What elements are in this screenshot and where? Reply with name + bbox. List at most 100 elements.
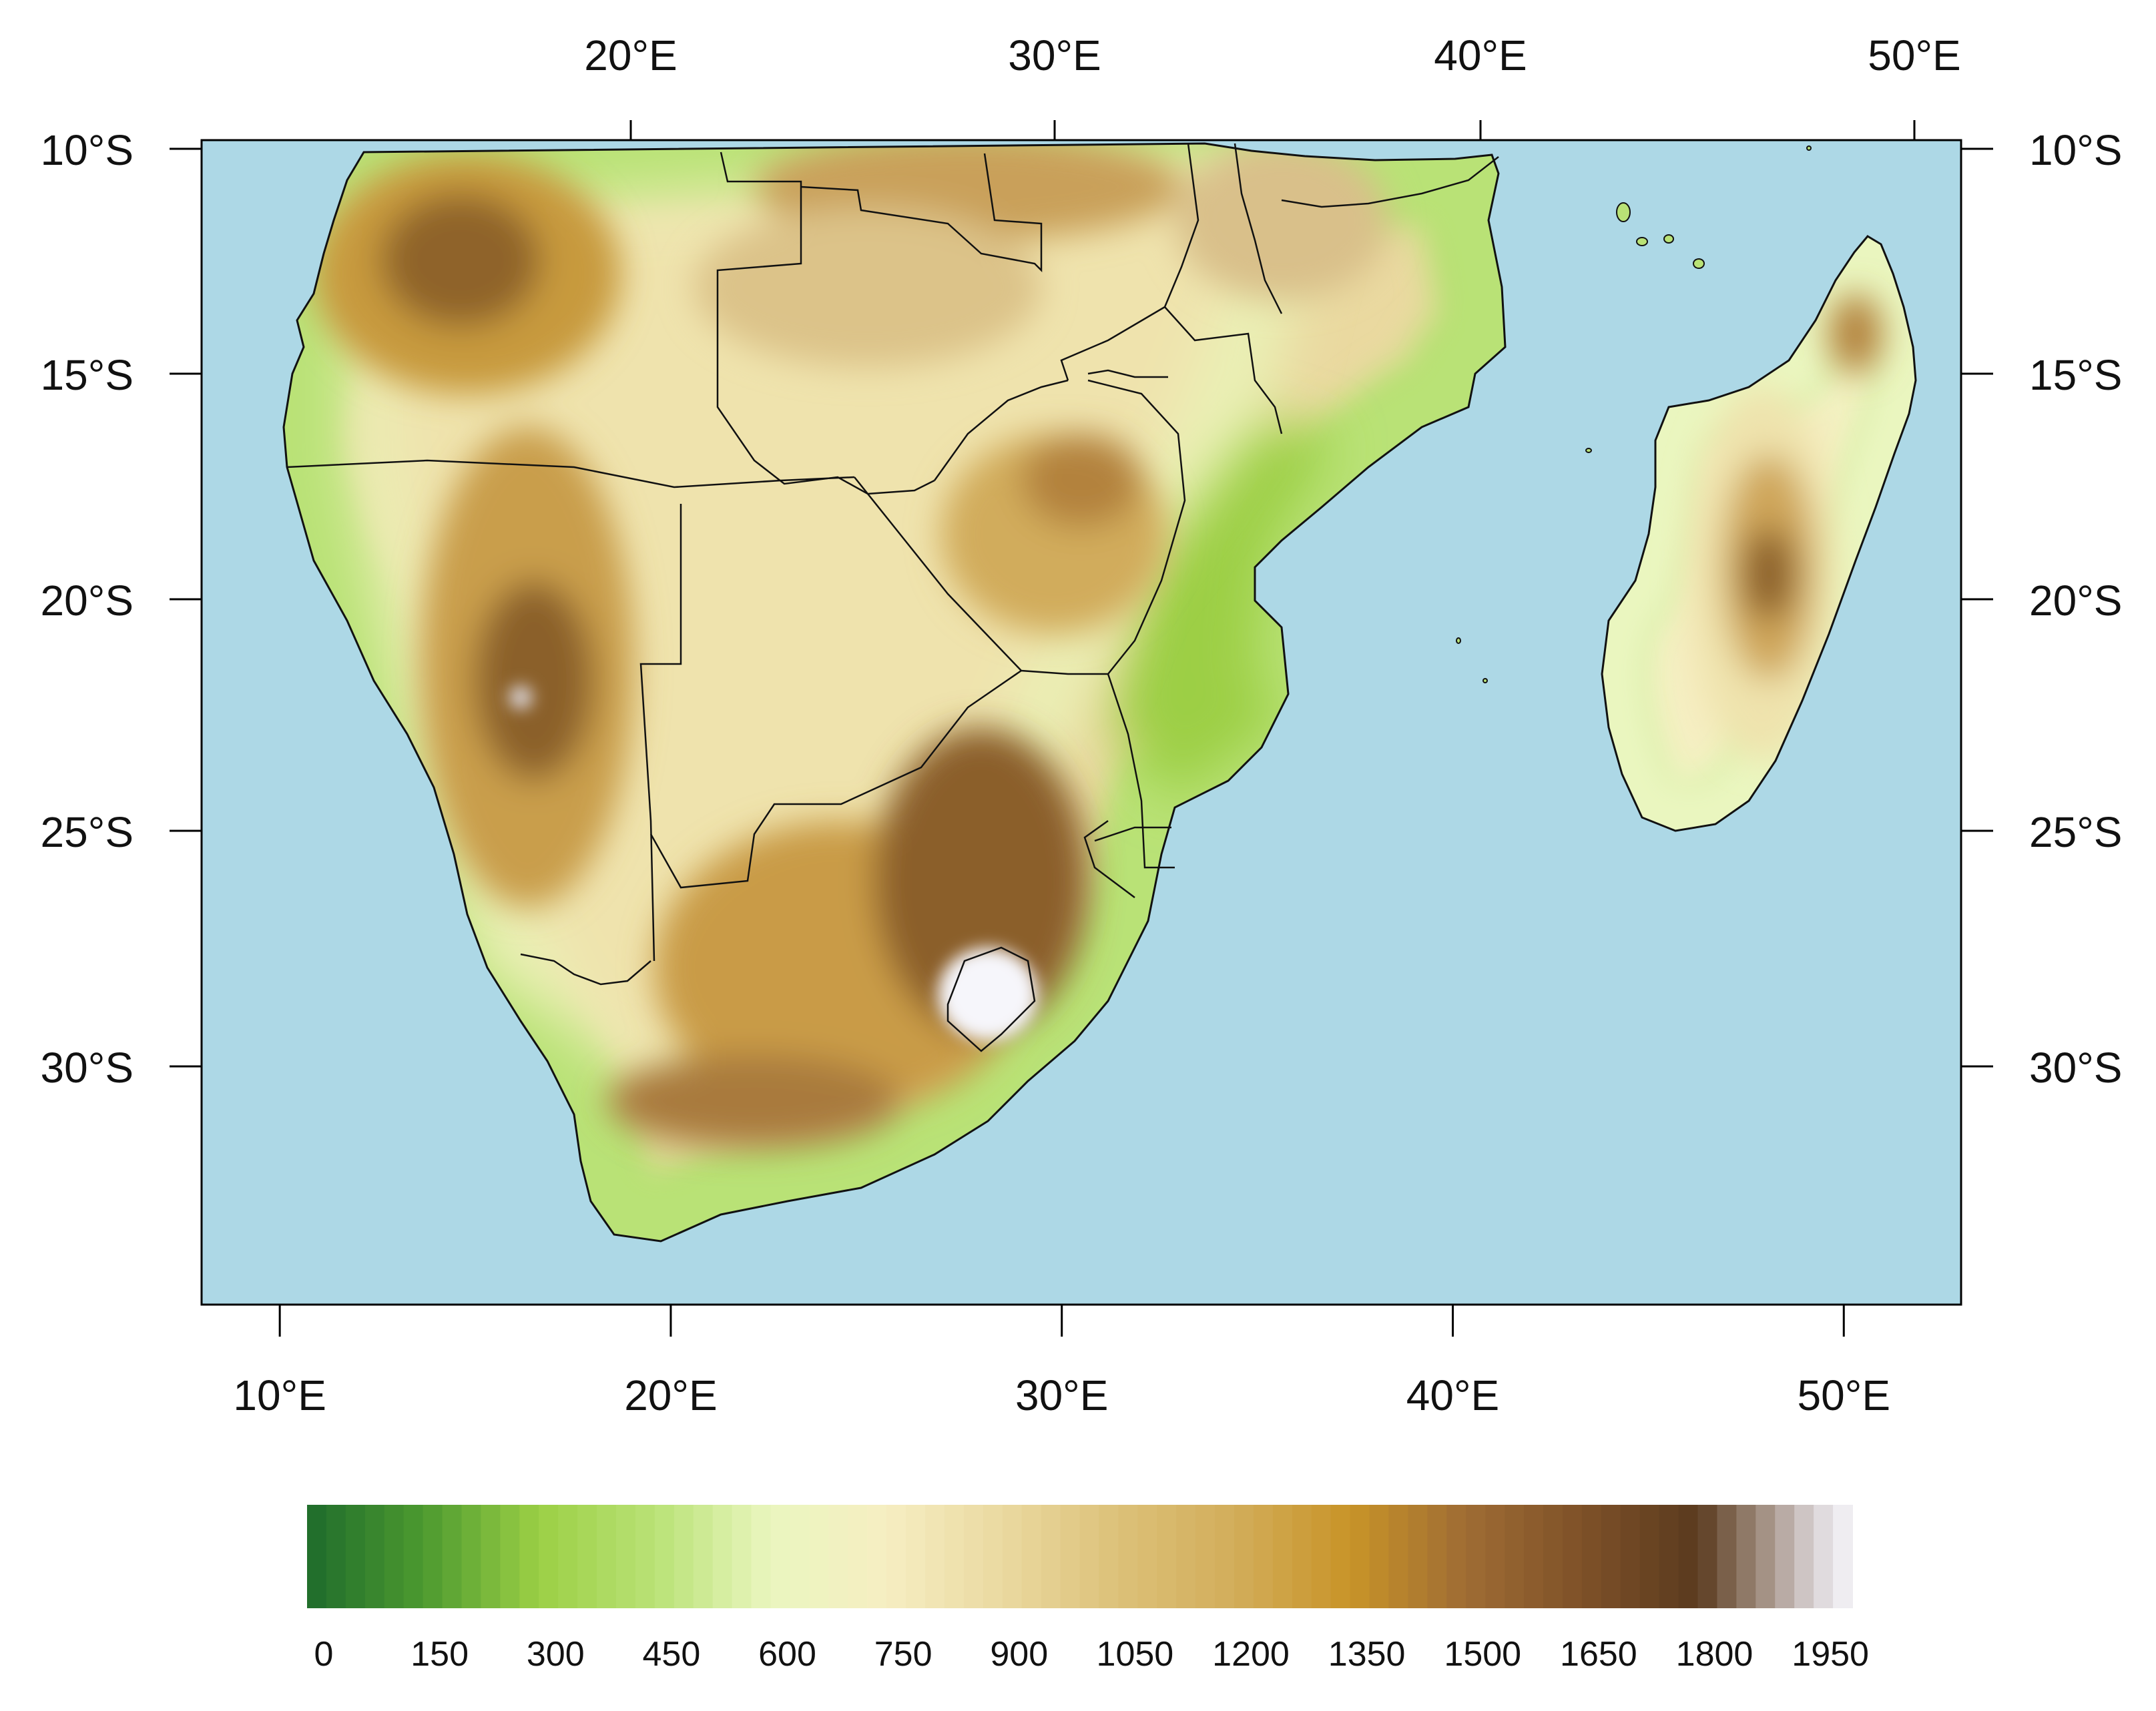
top-lon-tick-label: 40°E (1434, 31, 1527, 79)
colorbar-swatch (1678, 1505, 1699, 1608)
colorbar-swatch (867, 1505, 888, 1608)
colorbar-swatch (539, 1505, 559, 1608)
colorbar-swatch (732, 1505, 752, 1608)
island (1636, 237, 1648, 246)
colorbar-tick-label: 1050 (1097, 1635, 1174, 1674)
right-lat-tick-label: 10°S (2029, 126, 2122, 174)
colorbar-swatch (1195, 1505, 1216, 1608)
country-border (1087, 379, 1186, 675)
colorbar-swatch (1350, 1505, 1370, 1608)
colorbar-swatch (326, 1505, 346, 1608)
colorbar-swatch (712, 1505, 733, 1608)
colorbar-swatch (1157, 1505, 1177, 1608)
colorbar-swatch (1620, 1505, 1641, 1608)
country-border (649, 669, 1022, 889)
country-border (1083, 819, 1135, 898)
colorbar-swatch (1446, 1505, 1467, 1608)
colorbar-swatch (1369, 1505, 1390, 1608)
left-lat-tick-label: 25°S (41, 808, 133, 856)
colorbar-tick-label: 1650 (1560, 1635, 1637, 1674)
bottom-longitude-axis: 10°E 20°E 30°E 40°E 50°E (233, 1305, 1890, 1419)
colorbar-tick-label: 900 (990, 1635, 1048, 1674)
bottom-lon-tick-label: 40°E (1406, 1371, 1499, 1419)
colorbar-swatch (1581, 1505, 1602, 1608)
colorbar-swatch (1388, 1505, 1409, 1608)
top-longitude-axis: 20°E 30°E 40°E 50°E (584, 31, 1961, 140)
colorbar-swatch (481, 1505, 501, 1608)
left-latitude-axis: 10°S 15°S 20°S 25°S 30°S (41, 126, 202, 1092)
colorbar-swatch (519, 1505, 540, 1608)
top-lon-tick-label: 30°E (1008, 31, 1101, 79)
colorbar-swatch (500, 1505, 521, 1608)
colorbar-swatch (1505, 1505, 1525, 1608)
colorbar-swatch (1639, 1505, 1660, 1608)
colorbar-tick-label: 1350 (1328, 1635, 1406, 1674)
colorbar-swatch (1311, 1505, 1332, 1608)
colorbar-swatch (1524, 1505, 1544, 1608)
colorbar-swatch (345, 1505, 366, 1608)
colorbar-tick-label: 1500 (1444, 1635, 1521, 1674)
colorbar-swatch (1079, 1505, 1100, 1608)
colorbar-swatch (1330, 1505, 1351, 1608)
colorbar-swatch (751, 1505, 772, 1608)
colorbar-swatch (384, 1505, 405, 1608)
colorbar-swatch (1253, 1505, 1274, 1608)
colorbar-tick-label: 0 (314, 1635, 334, 1674)
right-lat-tick-label: 15°S (2029, 351, 2122, 399)
right-lat-tick-label: 20°S (2029, 577, 2122, 625)
colorbar-tick-label: 1200 (1212, 1635, 1290, 1674)
colorbar-swatch (654, 1505, 675, 1608)
colorbar-swatch (616, 1505, 636, 1608)
highland-tanzania (1175, 143, 1388, 300)
colorbar-swatch (1485, 1505, 1506, 1608)
colorbar-swatch (944, 1505, 965, 1608)
country-border (1087, 369, 1168, 378)
left-lat-tick-label: 15°S (41, 351, 133, 399)
colorbar-swatch (963, 1505, 984, 1608)
colorbar-swatch (1234, 1505, 1254, 1608)
colorbar-swatch (770, 1505, 791, 1608)
country-border (716, 151, 935, 495)
country-border (1163, 143, 1283, 434)
country-border (1281, 156, 1499, 208)
colorbar-tick-label: 1800 (1676, 1635, 1754, 1674)
country-border (933, 379, 1069, 481)
colorbar-tick-label: 150 (411, 1635, 469, 1674)
madagascar-north-highland (1829, 294, 1882, 374)
right-latitude-axis: 10°S 15°S 20°S 25°S 30°S (1961, 126, 2122, 1092)
colorbar-swatch (558, 1505, 579, 1608)
colorbar-swatch (461, 1505, 482, 1608)
island (1616, 202, 1631, 222)
colorbar-swatch (1562, 1505, 1583, 1608)
colorbar-tick-label: 600 (758, 1635, 816, 1674)
madagascar-highland-core (1742, 527, 1796, 621)
colorbar-swatch (1756, 1505, 1776, 1608)
top-lon-tick-label: 20°E (584, 31, 677, 79)
colorbar-swatch (403, 1505, 424, 1608)
colorbar-swatch (1176, 1505, 1197, 1608)
colorbar-swatch (597, 1505, 617, 1608)
colorbar-swatch (1041, 1505, 1061, 1608)
island (1663, 234, 1674, 244)
colorbar-swatch (635, 1505, 655, 1608)
bottom-lon-tick-label: 30°E (1015, 1371, 1108, 1419)
colorbar-tick-label: 450 (642, 1635, 700, 1674)
colorbar-swatch (1697, 1505, 1718, 1608)
left-lat-tick-label: 30°S (41, 1044, 133, 1092)
colorbar-tick-label: 300 (527, 1635, 585, 1674)
highland-angola-core (380, 194, 541, 327)
left-lat-tick-label: 20°S (41, 577, 133, 625)
country-border (1234, 143, 1283, 314)
bottom-lon-tick-label: 10°E (233, 1371, 326, 1419)
colorbar-swatch (1717, 1505, 1737, 1608)
colorbar-swatch (1060, 1505, 1081, 1608)
africa-plateau-mid (387, 167, 1242, 1081)
highland-zimbabwe-core (1021, 434, 1141, 527)
colorbar-swatch (1833, 1505, 1853, 1608)
country-border (947, 946, 1036, 1052)
small-islands (1456, 145, 1812, 683)
colorbar-swatch (1736, 1505, 1757, 1608)
colorbar-swatch (577, 1505, 598, 1608)
colorbar-swatch (1021, 1505, 1042, 1608)
